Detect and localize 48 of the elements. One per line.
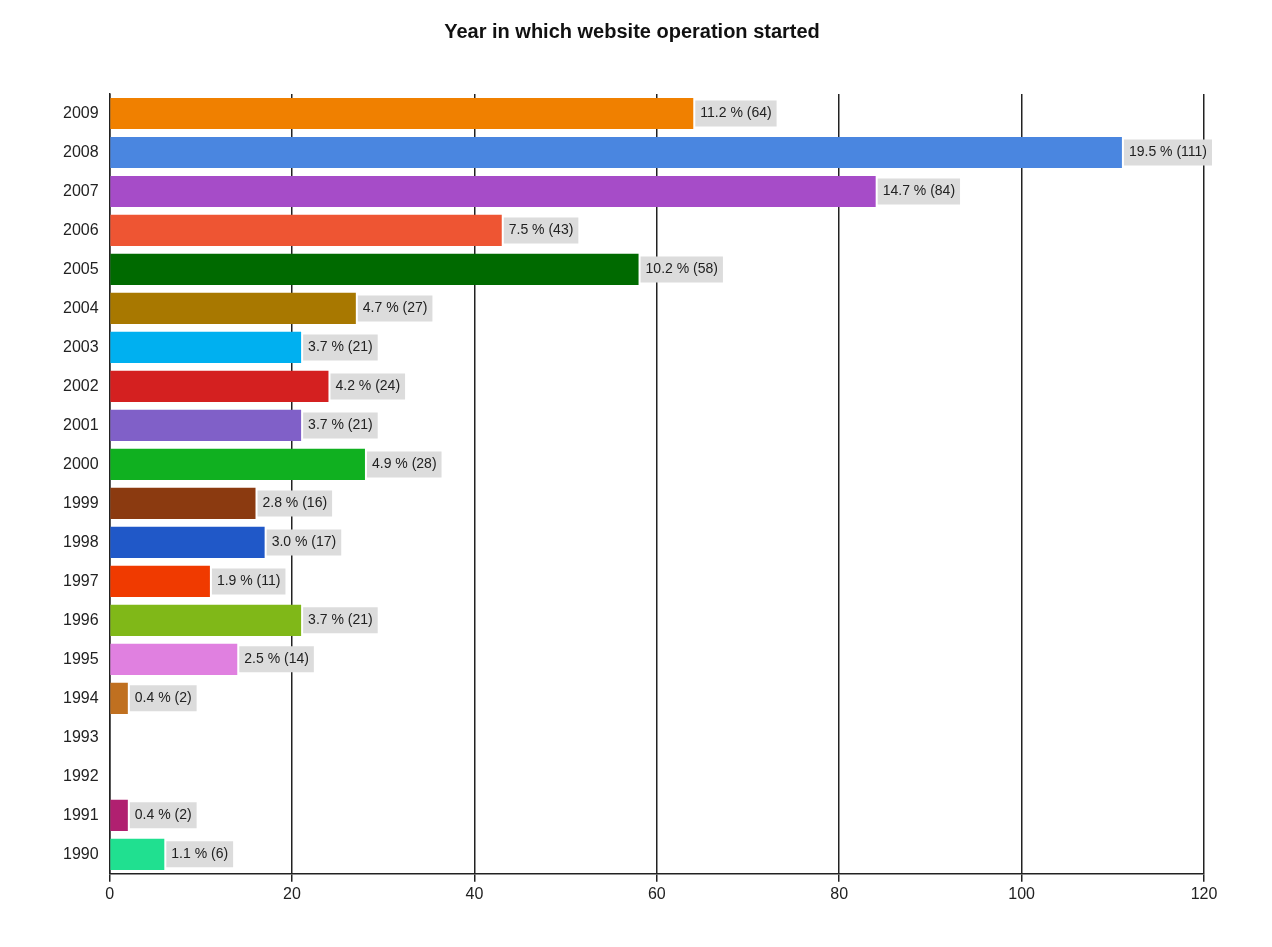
bar [110,682,128,714]
y-tick-label: 1992 [63,766,99,784]
data-label: 3.7 % (21) [308,611,373,628]
data-label: 1.1 % (6) [171,845,229,862]
y-tick-label: 2009 [63,103,99,121]
y-tick-label: 1995 [63,649,99,667]
x-tick-label: 100 [1008,884,1036,902]
y-tick-label: 1994 [63,688,99,706]
data-label: 3.0 % (17) [271,533,337,550]
y-tick-label: 2001 [63,415,99,433]
x-tick-label: 0 [105,884,115,902]
data-label: 0.4 % (2) [134,689,192,706]
y-tick-label: 1997 [63,571,99,589]
y-tick-label: 2008 [63,142,99,160]
chart-title: Year in which website operation started [444,19,820,42]
y-tick-label: 2005 [63,259,99,277]
y-tick-label: 1990 [63,844,99,862]
data-label: 2.5 % (14) [244,650,309,667]
x-tick-label: 20 [283,884,301,902]
y-tick-label: 2002 [63,376,99,394]
data-label: 0.4 % (2) [134,806,192,823]
data-label: 14.7 % (84) [882,182,956,199]
y-tick-label: 2004 [63,298,99,316]
y-tick-label: 2006 [63,220,99,238]
data-label: 4.2 % (24) [335,377,401,394]
y-tick-label: 1996 [63,610,99,628]
y-tick-label: 2003 [63,337,99,355]
x-tick-label: 40 [465,884,484,902]
x-tick-label: 120 [1190,884,1218,902]
y-tick-label: 1999 [63,493,99,511]
data-label: 1.9 % (11) [216,572,281,589]
x-tick-label: 80 [830,884,849,902]
data-label: 7.5 % (43) [508,221,574,238]
data-label: 19.5 % (111) [1128,143,1208,160]
data-label: 2.8 % (16) [262,494,328,511]
data-label: 3.7 % (21) [308,416,373,433]
data-label: 4.7 % (27) [362,299,428,316]
y-tick-label: 1993 [63,727,99,745]
data-label: 4.9 % (28) [371,455,437,472]
data-label: 10.2 % (58) [645,260,718,277]
y-tick-label: 2000 [63,454,99,472]
x-tick-label: 60 [647,884,666,902]
data-label: 3.7 % (21) [308,338,373,355]
y-tick-label: 2007 [63,181,99,199]
bar [110,799,128,831]
y-tick-label: 1991 [63,805,99,823]
data-label: 11.2 % (64) [700,104,772,121]
y-tick-label: 1998 [63,532,99,550]
